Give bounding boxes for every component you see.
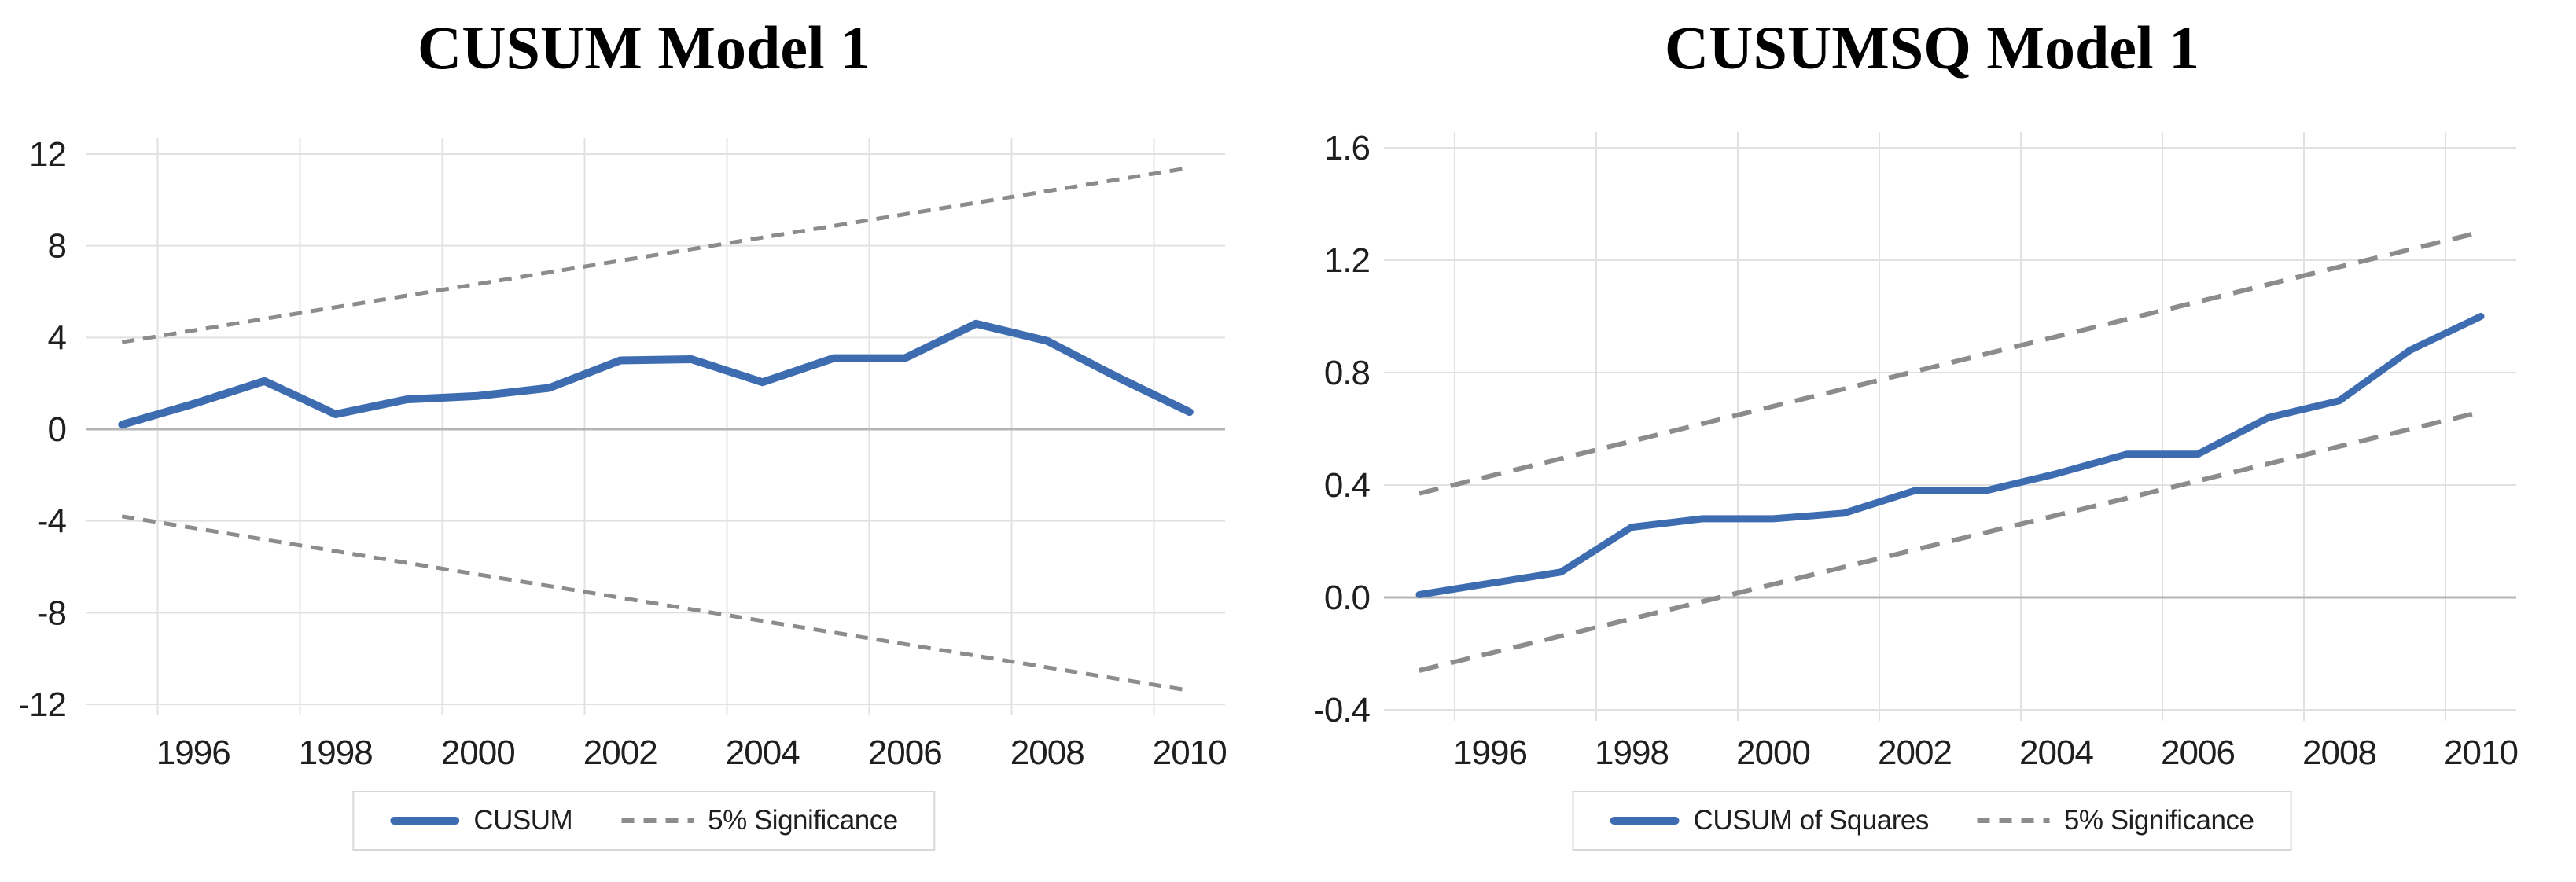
y-tick-label: -4 — [37, 502, 67, 541]
significance-upper-line — [1419, 230, 2482, 496]
y-tick-label: 0 — [48, 410, 66, 449]
y-tick-label: 0.0 — [1324, 579, 1370, 617]
y-tick-label: 8 — [48, 227, 66, 266]
y-tick-label: 4 — [48, 318, 67, 357]
chart-title-cusumsq: CUSUMSQ Model 1 — [1664, 13, 2200, 82]
x-tick-label: 2002 — [1878, 733, 1952, 772]
chart-panel-cusumsq: CUSUMSQ Model 1 1.6 1.2 0.8 0.4 0.0 -0.4 1996 1… — [1288, 0, 2576, 882]
significance-line-swatch — [621, 818, 694, 823]
significance-lower-line — [121, 514, 1190, 693]
x-tick-label: 2008 — [2302, 733, 2376, 772]
x-tick-label: 2010 — [2444, 733, 2518, 772]
y-tick-label: 0.4 — [1324, 466, 1371, 505]
cusumsq-plot-area: 1.6 1.2 0.8 0.4 0.0 -0.4 1996 1998 2000 2002 2004 2… — [1313, 129, 2519, 772]
legend-cusumsq: CUSUM of Squares 5% Significance — [1572, 791, 2292, 851]
y-tick-label: 1.2 — [1324, 241, 1370, 280]
x-tick-label: 2004 — [2019, 733, 2093, 772]
legend-label-significance: 5% Significance — [708, 805, 898, 836]
cusum-plot-area: 12 8 4 0 -4 -8 -12 1996 1998 2000 2002 2004 2006 2008… — [18, 135, 1227, 772]
x-tick-label: 2000 — [1736, 733, 1810, 772]
chart-panel-cusum: CUSUM Model 1 12 8 4 0 -4 -8 -12 1996 1998 2000 20… — [18, 13, 1227, 851]
x-tick-label: 2002 — [583, 733, 657, 772]
x-tick-label: 2006 — [868, 733, 942, 772]
x-tick-label: 2004 — [726, 733, 800, 772]
series-line-cusum-of-squares — [1415, 313, 2485, 598]
legend-label-cusumsq: CUSUM of Squares — [1693, 805, 1930, 836]
x-tick-label: 2006 — [2161, 733, 2235, 772]
cusum-line-swatch — [390, 817, 460, 825]
significance-lower-line — [1419, 410, 2482, 673]
x-tick-label: 1998 — [299, 733, 373, 772]
x-tick-label: 1998 — [1595, 733, 1669, 772]
significance-line-swatch-2 — [1977, 818, 2050, 823]
cusumsq-line-swatch — [1610, 817, 1680, 825]
significance-upper-line — [121, 166, 1190, 344]
y-tick-label: 12 — [29, 135, 66, 174]
y-tick-label: -0.4 — [1313, 691, 1370, 729]
legend-label-significance-2: 5% Significance — [2063, 805, 2254, 836]
x-tick-label: 2000 — [441, 733, 515, 772]
x-tick-label: 1996 — [1453, 733, 1527, 772]
x-tick-label: 2008 — [1010, 733, 1084, 772]
legend-cusum: CUSUM 5% Significance — [352, 791, 936, 851]
x-tick-label: 1996 — [156, 733, 230, 772]
x-tick-label: 2010 — [1153, 733, 1227, 772]
series-line-cusum — [118, 319, 1194, 429]
y-tick-label: 0.8 — [1324, 354, 1370, 392]
y-tick-label: -8 — [37, 594, 66, 632]
y-tick-label: -12 — [18, 685, 66, 724]
y-tick-label: 1.6 — [1324, 129, 1370, 167]
legend-label-cusum: CUSUM — [473, 805, 573, 836]
chart-title-cusum: CUSUM Model 1 — [417, 13, 871, 82]
